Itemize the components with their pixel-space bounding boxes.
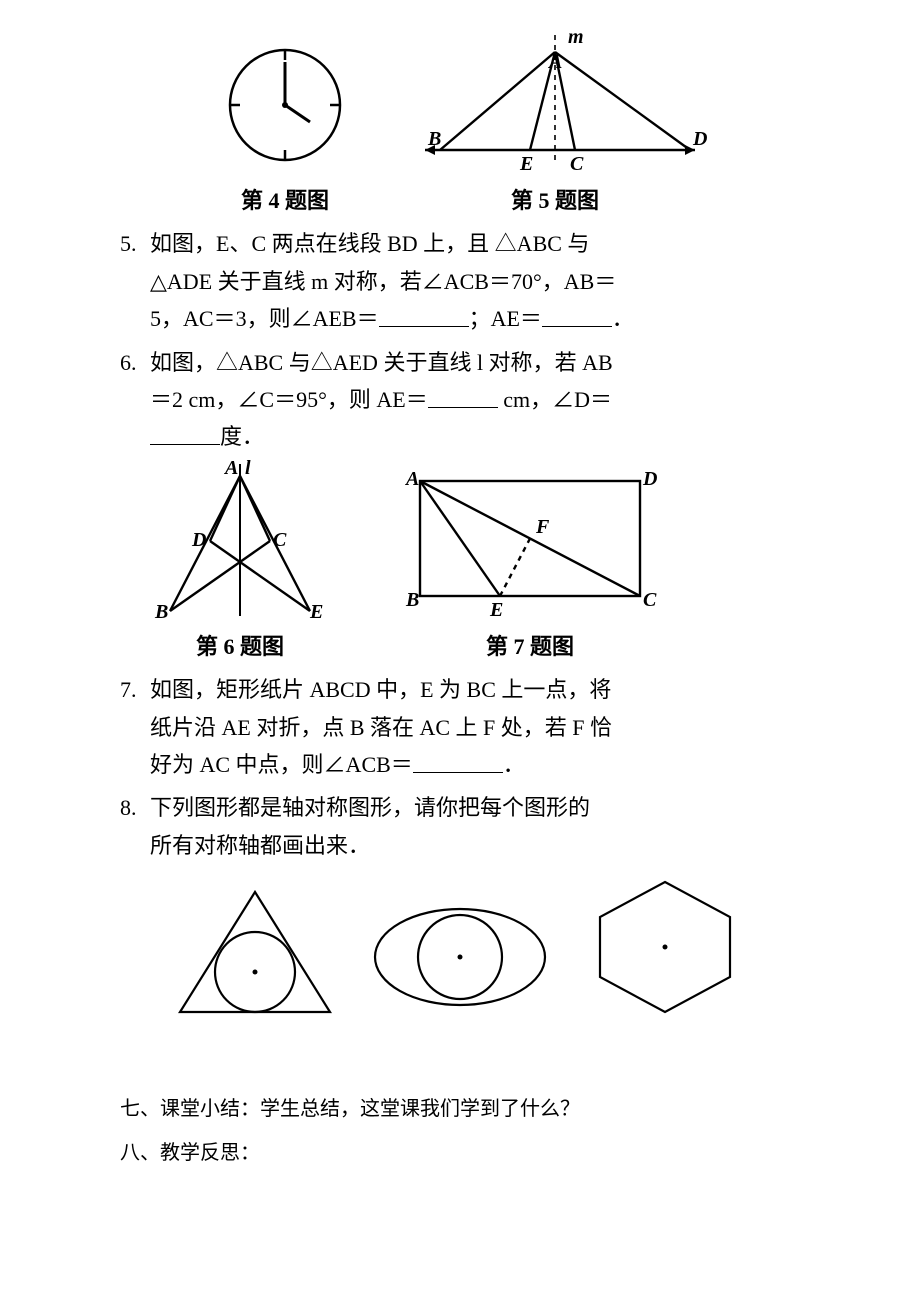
- q5-line3c: ；AE＝: [469, 306, 542, 331]
- q5-line1: 如图，E、C 两点在线段 BD 上，且 △ABC 与: [150, 231, 589, 256]
- q6-line2d: cm，∠D＝: [498, 387, 612, 412]
- svg-text:D: D: [642, 468, 657, 490]
- q6-line2c: ，则 AE＝: [327, 387, 428, 412]
- q5-line3b: ，则∠AEB＝: [247, 306, 379, 331]
- q7-number: 7.: [120, 671, 150, 708]
- q6-line3a: 度．: [220, 424, 264, 449]
- svg-text:E: E: [309, 601, 323, 623]
- shape-triangle-circle: [170, 882, 340, 1022]
- q6-line2a: ＝: [150, 387, 172, 412]
- q7-line2: 纸片沿 AE 对折，点 B 落在 AC 上 F 处，若 F 恰: [150, 715, 612, 740]
- svg-text:E: E: [519, 153, 533, 175]
- q5-acb: 70°: [511, 269, 542, 294]
- figure-6: A l B E D C 第 6 题图: [150, 456, 330, 665]
- q5-line3a: ，AC＝: [161, 306, 236, 331]
- svg-text:E: E: [489, 599, 503, 621]
- figure-4-caption: 第 4 题图: [241, 182, 329, 219]
- question-8: 8. 下列图形都是轴对称图形，请你把每个图形的 所有对称轴都画出来．: [120, 789, 800, 864]
- svg-text:l: l: [245, 457, 251, 479]
- q6-line1: 如图，△ABC 与△AED 关于直线 l 对称，若 AB: [150, 350, 613, 375]
- rect-fold-diagram: A D B C E F: [390, 461, 670, 626]
- question-7: 7. 如图，矩形纸片 ABCD 中，E 为 BC 上一点，将 纸片沿 AE 对折…: [120, 671, 800, 783]
- q8-shapes-row: [120, 872, 800, 1022]
- svg-text:B: B: [405, 589, 419, 611]
- figure-6-caption: 第 6 题图: [196, 628, 284, 665]
- q6-line2b: cm，∠C＝: [183, 387, 296, 412]
- question-5: 5. 如图，E、C 两点在线段 BD 上，且 △ABC 与 △ADE 关于直线 …: [120, 225, 800, 337]
- q6-ab: 2: [172, 387, 183, 412]
- clock-diagram: [210, 30, 360, 180]
- q5-blank1: [379, 303, 469, 327]
- q6-c: 95°: [296, 387, 327, 412]
- q7-line1: 如图，矩形纸片 ABCD 中，E 为 BC 上一点，将: [150, 677, 611, 702]
- q5-blank2: [542, 303, 612, 327]
- q8-line2: 所有对称轴都画出来．: [150, 833, 370, 858]
- figure-4: 第 4 题图: [210, 30, 360, 219]
- reflect-triangle-diagram: A l B E D C: [150, 456, 330, 626]
- figure-5: m A B E C D 第 5 题图: [400, 30, 710, 219]
- svg-text:D: D: [692, 128, 707, 150]
- footer-section: 七、课堂小结：学生总结，这堂课我们学到了什么？ 八、教学反思：: [120, 1092, 800, 1170]
- figure-row-2: A l B E D C 第 6 题图: [150, 456, 800, 665]
- svg-text:C: C: [273, 529, 287, 551]
- figure-row-1: 第 4 题图: [120, 30, 800, 219]
- q6-number: 6.: [120, 344, 150, 381]
- svg-text:m: m: [568, 30, 584, 48]
- figure-7-caption: 第 7 题图: [486, 628, 574, 665]
- svg-text:B: B: [154, 601, 168, 623]
- q5-number: 5.: [120, 225, 150, 262]
- q6-blank1: [428, 384, 498, 408]
- figure-7: A D B C E F 第 7 题图: [390, 461, 670, 665]
- footer-line2: 八、教学反思：: [120, 1136, 800, 1170]
- q7-line3b: ．: [503, 752, 525, 777]
- q5-line3d: ．: [612, 306, 634, 331]
- triangle-abc-ade: m A B E C D: [400, 30, 710, 180]
- q7-line3a: 好为 AC 中点，则∠ACB＝: [150, 752, 413, 777]
- svg-text:D: D: [191, 529, 206, 551]
- q5-ab: 5: [150, 306, 161, 331]
- svg-text:A: A: [404, 468, 419, 490]
- svg-text:B: B: [427, 128, 441, 150]
- question-6: 6. 如图，△ABC 与△AED 关于直线 l 对称，若 AB ＝2 cm，∠C…: [120, 344, 800, 456]
- q5-ac: 3: [236, 306, 247, 331]
- svg-text:C: C: [643, 589, 657, 611]
- svg-text:C: C: [570, 153, 584, 175]
- q8-number: 8.: [120, 789, 150, 826]
- q7-blank: [413, 749, 503, 773]
- q5-line2b: ，AB＝: [542, 269, 617, 294]
- figure-5-caption: 第 5 题图: [511, 182, 599, 219]
- q8-line1: 下列图形都是轴对称图形，请你把每个图形的: [150, 795, 590, 820]
- shape-hexagon: [580, 872, 750, 1022]
- q6-blank2: [150, 421, 220, 445]
- footer-line1: 七、课堂小结：学生总结，这堂课我们学到了什么？: [120, 1092, 800, 1126]
- svg-text:A: A: [223, 457, 238, 479]
- shape-two-circles: [360, 892, 560, 1022]
- svg-text:A: A: [547, 51, 562, 73]
- svg-text:F: F: [535, 516, 550, 538]
- q5-line2a: △ADE 关于直线 m 对称，若∠ACB＝: [150, 269, 511, 294]
